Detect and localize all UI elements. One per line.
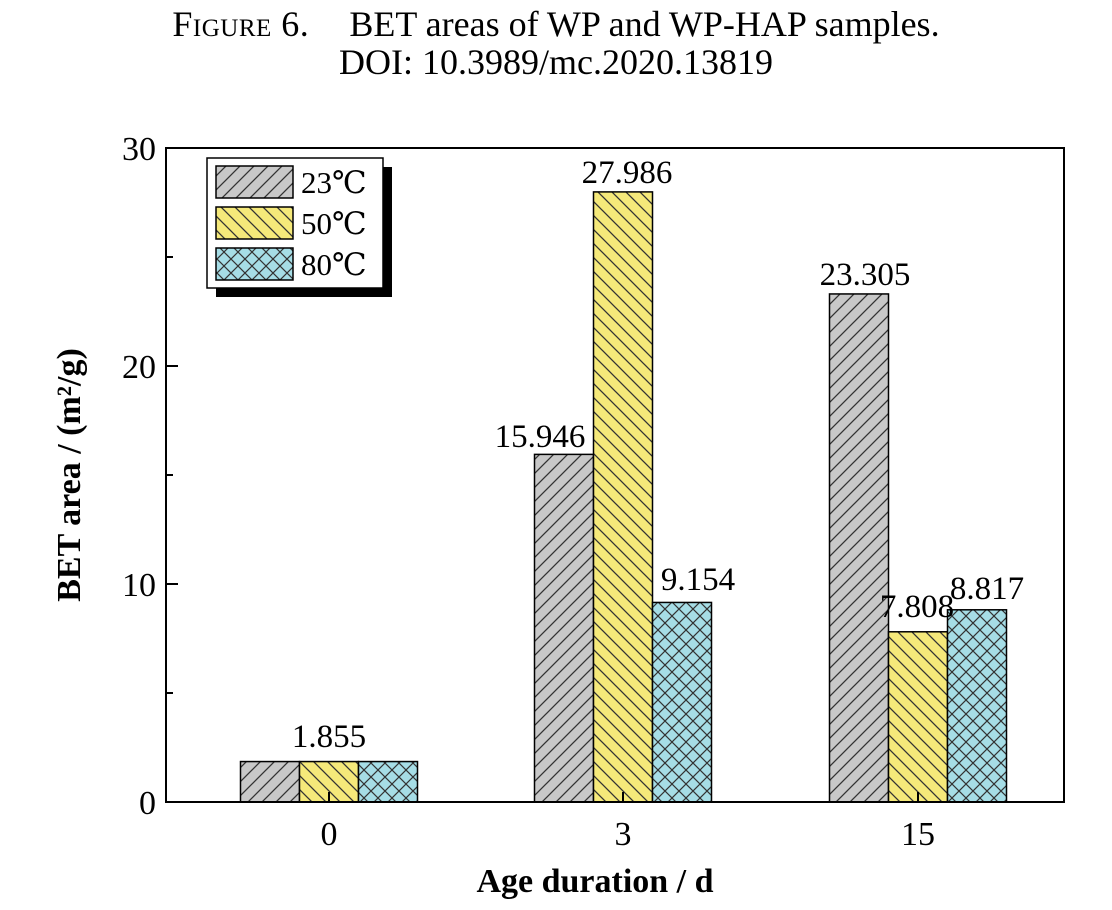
legend-label-50℃: 50℃ xyxy=(301,206,367,241)
x-tick-label-0: 0 xyxy=(321,816,338,853)
y-tick-label-30: 30 xyxy=(122,131,156,168)
x-tick-label-15: 15 xyxy=(901,816,935,853)
legend-label-80℃: 80℃ xyxy=(301,247,367,282)
legend-swatch-23℃ xyxy=(215,165,294,199)
bar-0-80℃ xyxy=(357,760,419,803)
figure-title: BET areas of WP and WP-HAP samples. xyxy=(349,4,940,44)
figure-caption: Figure 6. BET areas of WP and WP-HAP samp… xyxy=(0,4,1112,44)
legend-swatch-80℃ xyxy=(215,247,294,281)
doi-text: DOI: 10.3989/mc.2020.13819 xyxy=(339,42,773,82)
y-tick-label-20: 20 xyxy=(122,349,156,386)
y-tick-label-0: 0 xyxy=(139,785,156,822)
x-axis-title: Age duration / d xyxy=(476,863,713,900)
legend-swatch-50℃ xyxy=(215,206,294,240)
bar-3-23℃ xyxy=(533,453,595,803)
bar-15-23℃ xyxy=(828,293,890,803)
data-label-9.154: 9.154 xyxy=(661,562,735,598)
bar-3-80℃ xyxy=(651,601,713,803)
data-label-1.855: 1.855 xyxy=(292,719,366,755)
bar-15-50℃ xyxy=(887,631,949,803)
y-axis-title: BET area / (m²/g) xyxy=(51,348,88,602)
bar-3-50℃ xyxy=(592,191,654,803)
data-label-8.817: 8.817 xyxy=(950,571,1024,607)
y-tick-label-10: 10 xyxy=(122,567,156,604)
bar-0-23℃ xyxy=(239,760,301,803)
data-label-27.986: 27.986 xyxy=(582,155,673,191)
data-label-15.946: 15.946 xyxy=(495,419,586,455)
bar-15-80℃ xyxy=(946,609,1008,803)
data-label-23.305: 23.305 xyxy=(820,257,911,293)
figure-doi: DOI: 10.3989/mc.2020.13819 xyxy=(0,42,1112,82)
data-label-7.808: 7.808 xyxy=(880,589,954,625)
legend-label-23℃: 23℃ xyxy=(301,165,367,200)
x-tick-label-3: 3 xyxy=(615,816,632,853)
figure-label: Figure 6. xyxy=(172,4,310,44)
